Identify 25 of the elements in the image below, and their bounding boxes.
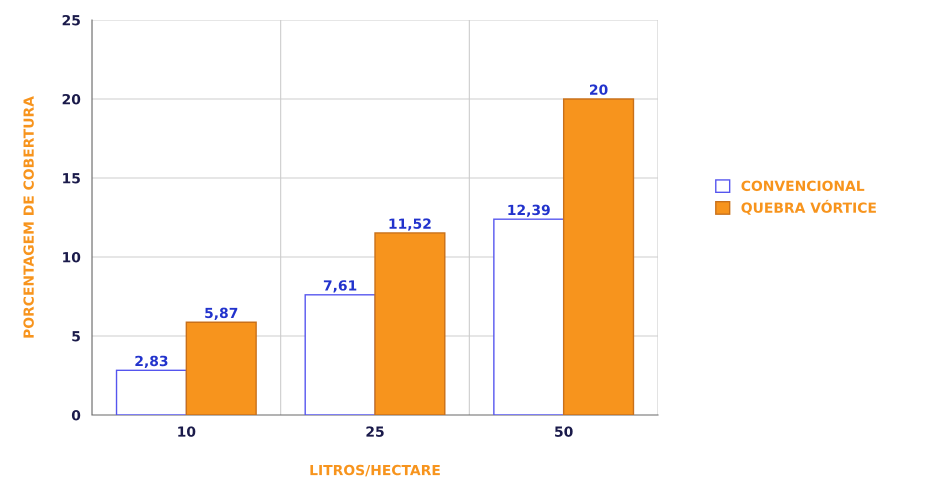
y-tick-label: 25 xyxy=(62,14,80,26)
bar xyxy=(116,370,188,415)
bar xyxy=(374,232,446,415)
data-label: 2,83 xyxy=(135,356,168,368)
x-tick-label: 10 xyxy=(178,426,196,437)
bar xyxy=(562,98,634,415)
y-tick-label: 10 xyxy=(63,252,80,262)
legend-label: CONVENCIONAL xyxy=(741,180,864,192)
y-axis-title: PORCENTAGEM DE COBERTURA xyxy=(23,96,34,338)
data-label: 11,52 xyxy=(390,218,431,231)
data-label: 12,39 xyxy=(508,204,550,217)
y-tick-label: 15 xyxy=(63,173,80,184)
data-label: 5,87 xyxy=(205,308,238,320)
bar xyxy=(186,322,257,415)
x-tick-label: 25 xyxy=(366,426,384,437)
y-tick-label: 5 xyxy=(72,331,80,342)
x-axis-title: LITROS/HECTARE xyxy=(310,464,440,476)
data-label: 20 xyxy=(590,84,608,95)
bar xyxy=(304,294,376,415)
bar xyxy=(493,218,564,415)
data-label: 7,61 xyxy=(324,280,356,292)
y-tick-label: 20 xyxy=(62,94,80,104)
legend-label: QUEBRA VÓRTICE xyxy=(741,200,876,215)
x-tick-label: 50 xyxy=(555,426,573,437)
y-tick-label: 0 xyxy=(72,410,80,420)
